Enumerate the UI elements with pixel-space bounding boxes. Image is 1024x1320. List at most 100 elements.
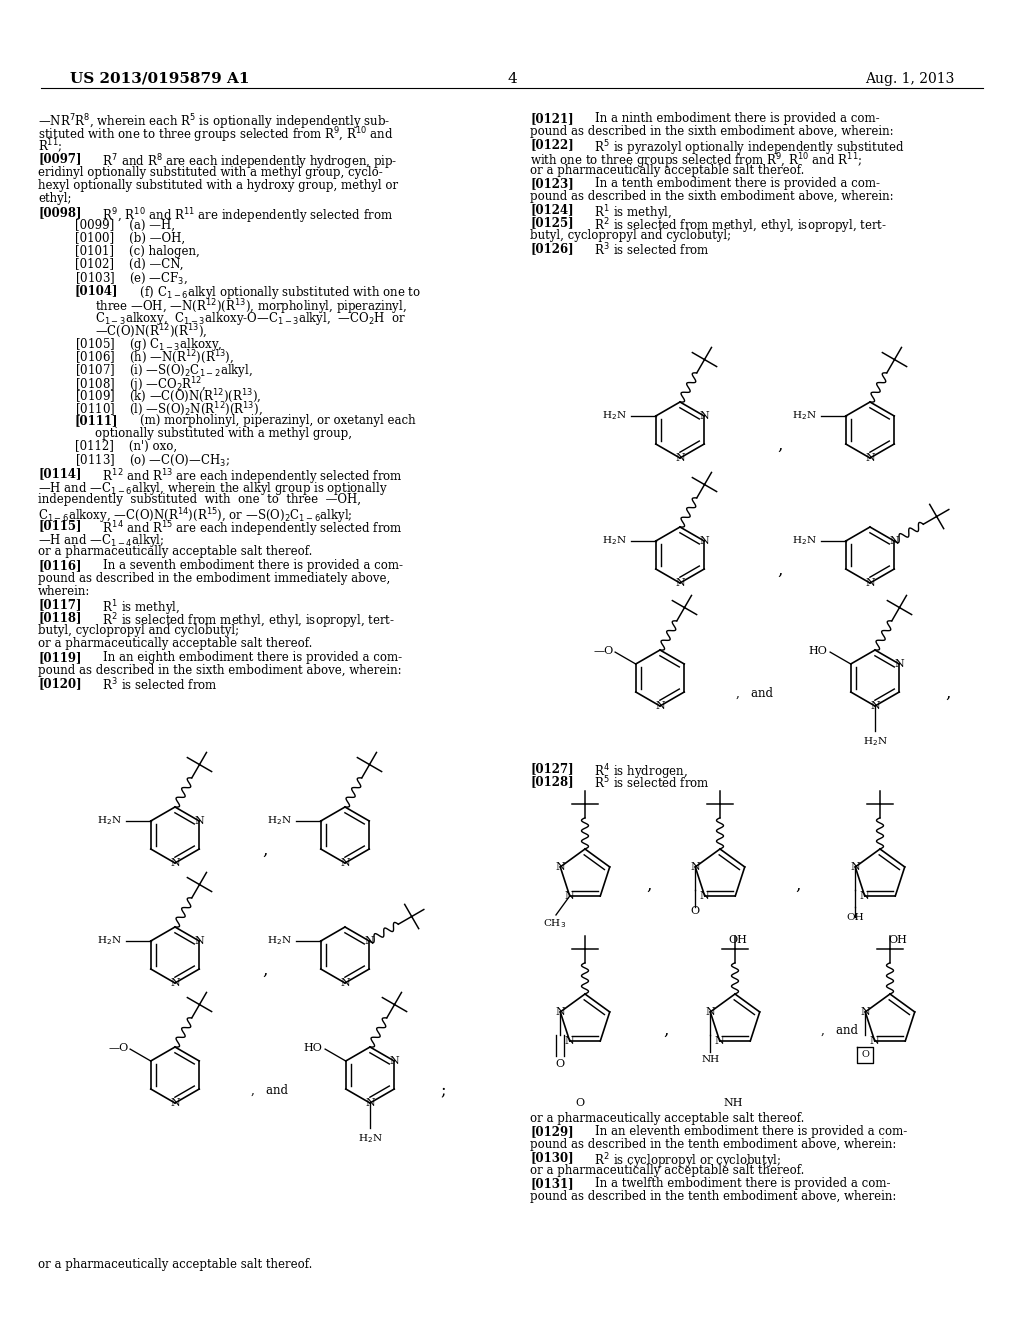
Text: N: N — [850, 862, 860, 873]
Text: N: N — [860, 891, 869, 902]
Text: 4: 4 — [507, 73, 517, 86]
Text: ,: , — [664, 1022, 669, 1039]
Text: ethyl;: ethyl; — [38, 191, 72, 205]
Text: [0119]: [0119] — [38, 651, 82, 664]
Text: ;: ; — [440, 1081, 445, 1098]
Text: [0106]    (h) —N(R$^{12}$)(R$^{13}$),: [0106] (h) —N(R$^{12}$)(R$^{13}$), — [75, 348, 234, 367]
Text: C$_{1-6}$alkoxy, —C(O)N(R$^{14}$)(R$^{15}$), or —S(O)$_2$C$_{1-6}$alkyl;: C$_{1-6}$alkoxy, —C(O)N(R$^{14}$)(R$^{15… — [38, 506, 352, 525]
Text: N: N — [365, 936, 374, 946]
Text: —NR$^7$R$^8$, wherein each R$^5$ is optionally independently sub-: —NR$^7$R$^8$, wherein each R$^5$ is opti… — [38, 112, 390, 132]
Text: H$_2$N: H$_2$N — [267, 935, 292, 948]
Text: N: N — [675, 578, 685, 587]
Text: N: N — [195, 816, 204, 826]
Text: In an eleventh embodiment there is provided a com-: In an eleventh embodiment there is provi… — [580, 1125, 907, 1138]
Text: R$^4$ is hydrogen,: R$^4$ is hydrogen, — [580, 762, 688, 781]
Text: ,: , — [262, 961, 267, 978]
Text: hexyl optionally substituted with a hydroxy group, methyl or: hexyl optionally substituted with a hydr… — [38, 180, 398, 191]
Text: CH$_3$: CH$_3$ — [543, 917, 566, 931]
Text: wherein:: wherein: — [38, 585, 90, 598]
Text: H$_2$N: H$_2$N — [97, 935, 122, 948]
Text: N: N — [699, 411, 710, 421]
Text: R$^2$ is selected from methyl, ethyl, isopropyl, tert-: R$^2$ is selected from methyl, ethyl, is… — [580, 216, 887, 235]
Text: with one to three groups selected from R$^9$, R$^{10}$ and R$^{11}$;: with one to three groups selected from R… — [530, 150, 862, 170]
Text: [0122]: [0122] — [530, 139, 573, 150]
Text: H$_2$N: H$_2$N — [792, 409, 816, 422]
Text: H$_2$N: H$_2$N — [357, 1133, 382, 1144]
Text: R$^2$ is cyclopropyl or cyclobutyl;: R$^2$ is cyclopropyl or cyclobutyl; — [580, 1151, 781, 1171]
Text: butyl, cyclopropyl and cyclobutyl;: butyl, cyclopropyl and cyclobutyl; — [38, 624, 240, 638]
Text: (f) C$_{1-6}$alkyl optionally substituted with one to: (f) C$_{1-6}$alkyl optionally substitute… — [125, 284, 421, 301]
Text: H$_2$N: H$_2$N — [267, 814, 292, 828]
Text: or a pharmaceutically acceptable salt thereof.: or a pharmaceutically acceptable salt th… — [530, 1111, 805, 1125]
Text: eridinyl optionally substituted with a methyl group, cyclo-: eridinyl optionally substituted with a m… — [38, 166, 383, 180]
Text: three —OH, —N(R$^{12}$)(R$^{13}$), morpholinyl, piperazinyl,: three —OH, —N(R$^{12}$)(R$^{13}$), morph… — [95, 297, 407, 317]
Text: [0128]: [0128] — [530, 775, 573, 788]
Text: [0098]: [0098] — [38, 206, 82, 219]
Text: OH: OH — [889, 935, 907, 945]
Text: In a seventh embodiment there is provided a com-: In a seventh embodiment there is provide… — [88, 558, 403, 572]
Text: N: N — [870, 701, 880, 711]
Text: [0104]: [0104] — [75, 284, 119, 297]
Text: HO: HO — [304, 1043, 323, 1052]
Text: ,: , — [777, 561, 782, 578]
Text: or a pharmaceutically acceptable salt thereof.: or a pharmaceutically acceptable salt th… — [38, 545, 312, 558]
Text: independently  substituted  with  one  to  three  —OH,: independently substituted with one to th… — [38, 492, 361, 506]
Text: ,: , — [646, 876, 651, 894]
Text: [0100]    (b) —OH,: [0100] (b) —OH, — [75, 232, 185, 246]
Text: [0105]    (g) C$_{1-3}$alkoxy,: [0105] (g) C$_{1-3}$alkoxy, — [75, 337, 222, 352]
Text: [0125]: [0125] — [530, 216, 573, 228]
Text: H$_2$N: H$_2$N — [602, 535, 627, 548]
Text: pound as described in the tenth embodiment above, wherein:: pound as described in the tenth embodime… — [530, 1138, 896, 1151]
Text: [0102]    (d) —CN,: [0102] (d) —CN, — [75, 257, 183, 271]
Text: pound as described in the sixth embodiment above, wherein:: pound as described in the sixth embodime… — [530, 125, 894, 139]
Text: N: N — [655, 701, 665, 711]
Text: [0126]: [0126] — [530, 242, 573, 255]
Text: N: N — [340, 978, 350, 987]
Text: ,: , — [777, 437, 782, 454]
Text: or a pharmaceutically acceptable salt thereof.: or a pharmaceutically acceptable salt th… — [38, 1258, 312, 1271]
Text: [0118]: [0118] — [38, 611, 82, 624]
Text: R$^3$ is selected from: R$^3$ is selected from — [580, 242, 710, 259]
Text: —O: —O — [593, 645, 613, 656]
Text: N: N — [699, 536, 710, 546]
Text: butyl, cyclopropyl and cyclobutyl;: butyl, cyclopropyl and cyclobutyl; — [530, 228, 731, 242]
Text: US 2013/0195879 A1: US 2013/0195879 A1 — [70, 73, 250, 86]
Text: [0107]    (i) —S(O)$_2$C$_{1-2}$alkyl,: [0107] (i) —S(O)$_2$C$_{1-2}$alkyl, — [75, 362, 253, 379]
Text: or a pharmaceutically acceptable salt thereof.: or a pharmaceutically acceptable salt th… — [38, 638, 312, 649]
Text: pound as described in the embodiment immediately above,: pound as described in the embodiment imm… — [38, 572, 390, 585]
Text: H$_2$N: H$_2$N — [792, 535, 816, 548]
Text: N: N — [389, 1056, 399, 1067]
Text: N: N — [195, 936, 204, 946]
Text: [0131]: [0131] — [530, 1177, 573, 1191]
Text: [0101]    (c) halogen,: [0101] (c) halogen, — [75, 246, 200, 257]
Text: R$^7$ and R$^8$ are each independently hydrogen, pip-: R$^7$ and R$^8$ are each independently h… — [88, 152, 397, 172]
Text: N: N — [690, 862, 700, 873]
Text: N: N — [865, 453, 874, 463]
Text: N: N — [170, 1098, 180, 1107]
Text: [0123]: [0123] — [530, 177, 573, 190]
Text: or a pharmaceutically acceptable salt thereof.: or a pharmaceutically acceptable salt th… — [530, 1164, 805, 1177]
Text: R$^{11}$;: R$^{11}$; — [38, 139, 62, 156]
Text: O: O — [691, 906, 699, 916]
Text: pound as described in the sixth embodiment above, wherein:: pound as described in the sixth embodime… — [38, 664, 401, 677]
Text: —C(O)N(R$^{12}$)(R$^{13}$),: —C(O)N(R$^{12}$)(R$^{13}$), — [95, 323, 207, 341]
Text: (m) morpholinyl, piperazinyl, or oxetanyl each: (m) morpholinyl, piperazinyl, or oxetany… — [125, 414, 416, 426]
Text: [0099]    (a) —H,: [0099] (a) —H, — [75, 219, 175, 232]
Text: N: N — [865, 578, 874, 587]
Text: R$^1$ is methyl,: R$^1$ is methyl, — [580, 203, 672, 223]
Text: O: O — [556, 1059, 565, 1069]
Text: In a twelfth embodiment there is provided a com-: In a twelfth embodiment there is provide… — [580, 1177, 891, 1191]
Text: N: N — [170, 858, 180, 869]
Text: In a tenth embodiment there is provided a com-: In a tenth embodiment there is provided … — [580, 177, 880, 190]
Text: R$^5$ is pyrazolyl optionally independently substituted: R$^5$ is pyrazolyl optionally independen… — [580, 139, 905, 157]
Text: stituted with one to three groups selected from R$^9$, R$^{10}$ and: stituted with one to three groups select… — [38, 125, 393, 145]
Text: N: N — [565, 891, 574, 902]
Text: [0109]    (k) —C(O)N(R$^{12}$)(R$^{13}$),: [0109] (k) —C(O)N(R$^{12}$)(R$^{13}$), — [75, 388, 261, 407]
Text: —H and —C$_{1-6}$alkyl, wherein the alkyl group is optionally: —H and —C$_{1-6}$alkyl, wherein the alky… — [38, 480, 388, 498]
Text: [0115]: [0115] — [38, 519, 82, 532]
Text: O: O — [575, 1098, 585, 1107]
Text: R$^{12}$ and R$^{13}$ are each independently selected from: R$^{12}$ and R$^{13}$ are each independe… — [88, 467, 402, 487]
Text: H$_2$N: H$_2$N — [97, 814, 122, 828]
Text: In a ninth embodiment there is provided a com-: In a ninth embodiment there is provided … — [580, 112, 880, 125]
Text: N: N — [170, 978, 180, 987]
